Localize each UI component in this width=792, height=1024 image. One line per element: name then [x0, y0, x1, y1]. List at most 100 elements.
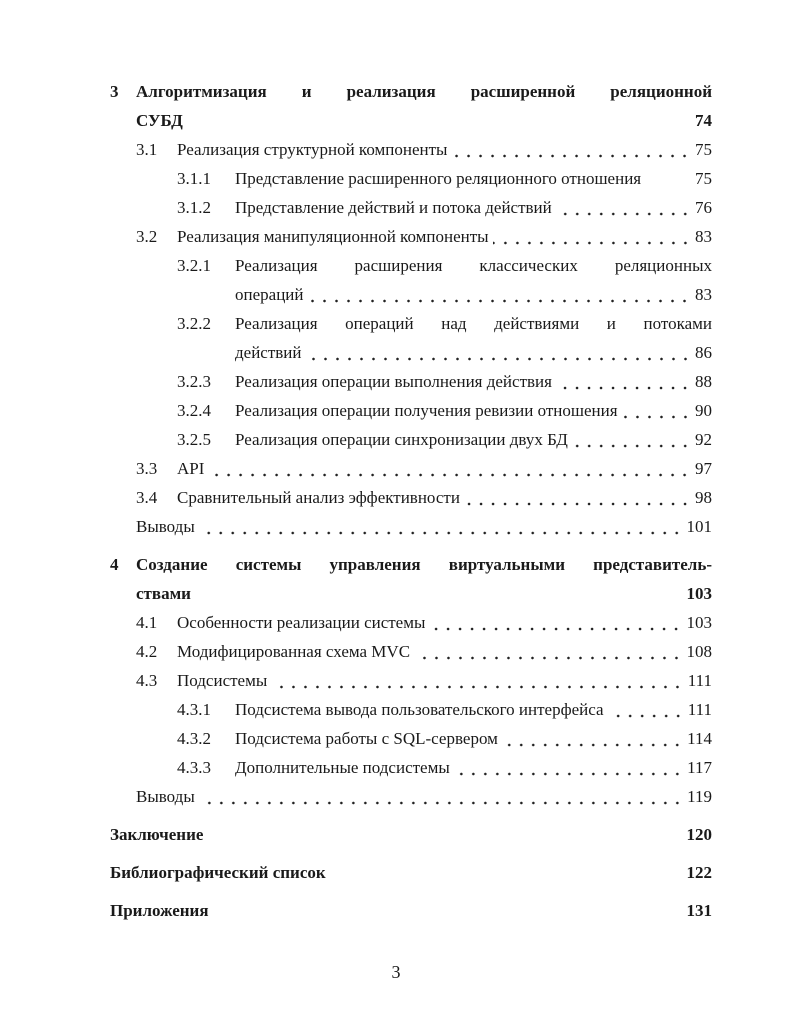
dot-leader: [305, 338, 691, 367]
entry-number: 4.3.2: [177, 729, 211, 748]
entry-page: 92: [695, 430, 712, 449]
toc-entry[interactable]: 3.2.3 Реализация операции выполнения дейс…: [110, 367, 712, 396]
entry-number: 3: [110, 82, 119, 101]
entry-page: 131: [686, 901, 713, 920]
entry-page: 97: [695, 459, 712, 478]
entry-page: 75: [695, 140, 712, 159]
entry-number: 3.1.2: [177, 198, 211, 217]
entry-title: Выводы: [136, 787, 195, 806]
dot-leader: [198, 512, 683, 541]
entry-title: Модифицированная схема MVC: [177, 642, 411, 661]
dot-leader: [198, 782, 684, 811]
entry-page: 108: [686, 642, 713, 661]
entry-number: 3.1.1: [177, 169, 211, 188]
entry-number: 3.2.5: [177, 430, 211, 449]
entry-number: 3.2.2: [177, 314, 211, 333]
entry-page: 111: [687, 671, 712, 690]
dot-leader: [414, 637, 683, 666]
dot-leader: [307, 280, 691, 309]
entry-page: 74: [695, 111, 712, 130]
dot-leader: [463, 483, 691, 512]
toc-entry[interactable]: 4.1 Особенности реализации системы 103: [110, 608, 712, 637]
toc-entry[interactable]: 4.3.3 Дополнительные подсистемы 117: [110, 753, 712, 782]
toc-entry[interactable]: 4.2 Модифицированная схема MVC 108: [110, 637, 712, 666]
toc-entry[interactable]: 3.1.1 Представление расширенного реляцион…: [110, 164, 712, 193]
dot-leader: [429, 608, 683, 637]
entry-page: 83: [695, 285, 712, 304]
entry-page: 88: [695, 372, 712, 391]
entry-title: Реализация операции получения ревизии от…: [235, 401, 618, 420]
entry-number: 4.3.1: [177, 700, 211, 719]
dot-leader: [208, 454, 691, 483]
entry-title: Представление действий и потока действий: [235, 198, 552, 217]
entry-title: Подсистемы: [177, 671, 268, 690]
entry-number: 4.1: [136, 613, 158, 632]
toc-entry[interactable]: 3.4 Сравнительный анализ эффективности 98: [110, 483, 712, 512]
toc-entry[interactable]: Выводы 119: [110, 782, 712, 811]
dot-leader: [187, 106, 691, 135]
entry-page: 111: [687, 700, 712, 719]
toc-entry[interactable]: Выводы 101: [110, 512, 712, 541]
dot-leader: [555, 367, 691, 396]
toc-entry[interactable]: Заключение 120: [110, 820, 712, 849]
entry-title: Дополнительные подсистемы: [235, 758, 450, 777]
entry-number: 4.3.3: [177, 758, 211, 777]
entry-number: 3.2: [136, 227, 158, 246]
entry-page: 76: [695, 198, 712, 217]
dot-leader: [213, 896, 683, 925]
entry-title-line: Создание системы управления виртуальными…: [136, 555, 712, 574]
toc-entry[interactable]: Приложения 131: [110, 896, 712, 925]
toc-entry[interactable]: 3.1.2 Представление действий и потока дей…: [110, 193, 712, 222]
toc-entry[interactable]: 4.3 Подсистемы 111: [110, 666, 712, 695]
toc-entry[interactable]: 3.2 Реализация манипуляционной компоненты…: [110, 222, 712, 251]
entry-page: 117: [687, 758, 712, 777]
toc-entry[interactable]: 4 Создание системы управления виртуальным…: [110, 550, 712, 608]
toc-entry[interactable]: 3.2.4 Реализация операции получения ревиз…: [110, 396, 712, 425]
dot-leader: [492, 222, 691, 251]
toc-entry[interactable]: 3.1 Реализация структурной компоненты 75: [110, 135, 712, 164]
dot-leader: [195, 579, 683, 608]
entry-title: Особенности реализации системы: [177, 613, 426, 632]
entry-page: 114: [687, 729, 712, 748]
page-number: 3: [391, 962, 401, 982]
entry-number: 3.3: [136, 459, 158, 478]
entry-title: Реализация операции синхронизации двух Б…: [235, 430, 568, 449]
entry-page: 122: [686, 863, 713, 882]
entry-page: 90: [695, 401, 712, 420]
entry-number: 3.4: [136, 488, 158, 507]
entry-number: 4.2: [136, 642, 158, 661]
toc-entry[interactable]: 3.2.5 Реализация операции синхронизации д…: [110, 425, 712, 454]
dot-leader: [555, 193, 691, 222]
entry-title: Представление расширенного реляционного …: [235, 169, 642, 188]
entry-page: 101: [686, 517, 713, 536]
table-of-contents: 3 Алгоритмизация и реализация расширенной…: [110, 77, 712, 925]
toc-entry[interactable]: Библиографический список 122: [110, 858, 712, 887]
toc-entry[interactable]: 4.3.1 Подсистема вывода пользовательского…: [110, 695, 712, 724]
entry-number: 3.1: [136, 140, 158, 159]
entry-title: Заключение: [110, 825, 204, 844]
entry-number: 4.3: [136, 671, 158, 690]
entry-page: 119: [687, 787, 712, 806]
entry-title: Выводы: [136, 517, 195, 536]
dot-leader: [645, 164, 691, 193]
entry-number: 3.2.1: [177, 256, 211, 275]
entry-page: 75: [695, 169, 712, 188]
toc-entry[interactable]: 3.2.1 Реализация расширения классических …: [110, 251, 712, 309]
dot-leader: [621, 396, 691, 425]
dot-leader: [451, 135, 691, 164]
entry-number: 3.2.3: [177, 372, 211, 391]
toc-entry[interactable]: 4.3.2 Подсистема работы с SQL-сервером 114: [110, 724, 712, 753]
toc-entry[interactable]: 3.3 API 97: [110, 454, 712, 483]
entry-page: 120: [686, 825, 713, 844]
toc-entry[interactable]: 3 Алгоритмизация и реализация расширенной…: [110, 77, 712, 135]
dot-leader: [501, 724, 684, 753]
dot-leader: [207, 820, 682, 849]
entry-title: операций: [235, 285, 304, 304]
entry-page: 86: [695, 343, 712, 362]
entry-page: 103: [686, 613, 713, 632]
dot-leader: [607, 695, 684, 724]
entry-title: Библиографический список: [110, 863, 326, 882]
toc-entry[interactable]: 3.2.2 Реализация операций над действиями …: [110, 309, 712, 367]
entry-title: Сравнительный анализ эффективности: [177, 488, 460, 507]
entry-number: 3.2.4: [177, 401, 211, 420]
